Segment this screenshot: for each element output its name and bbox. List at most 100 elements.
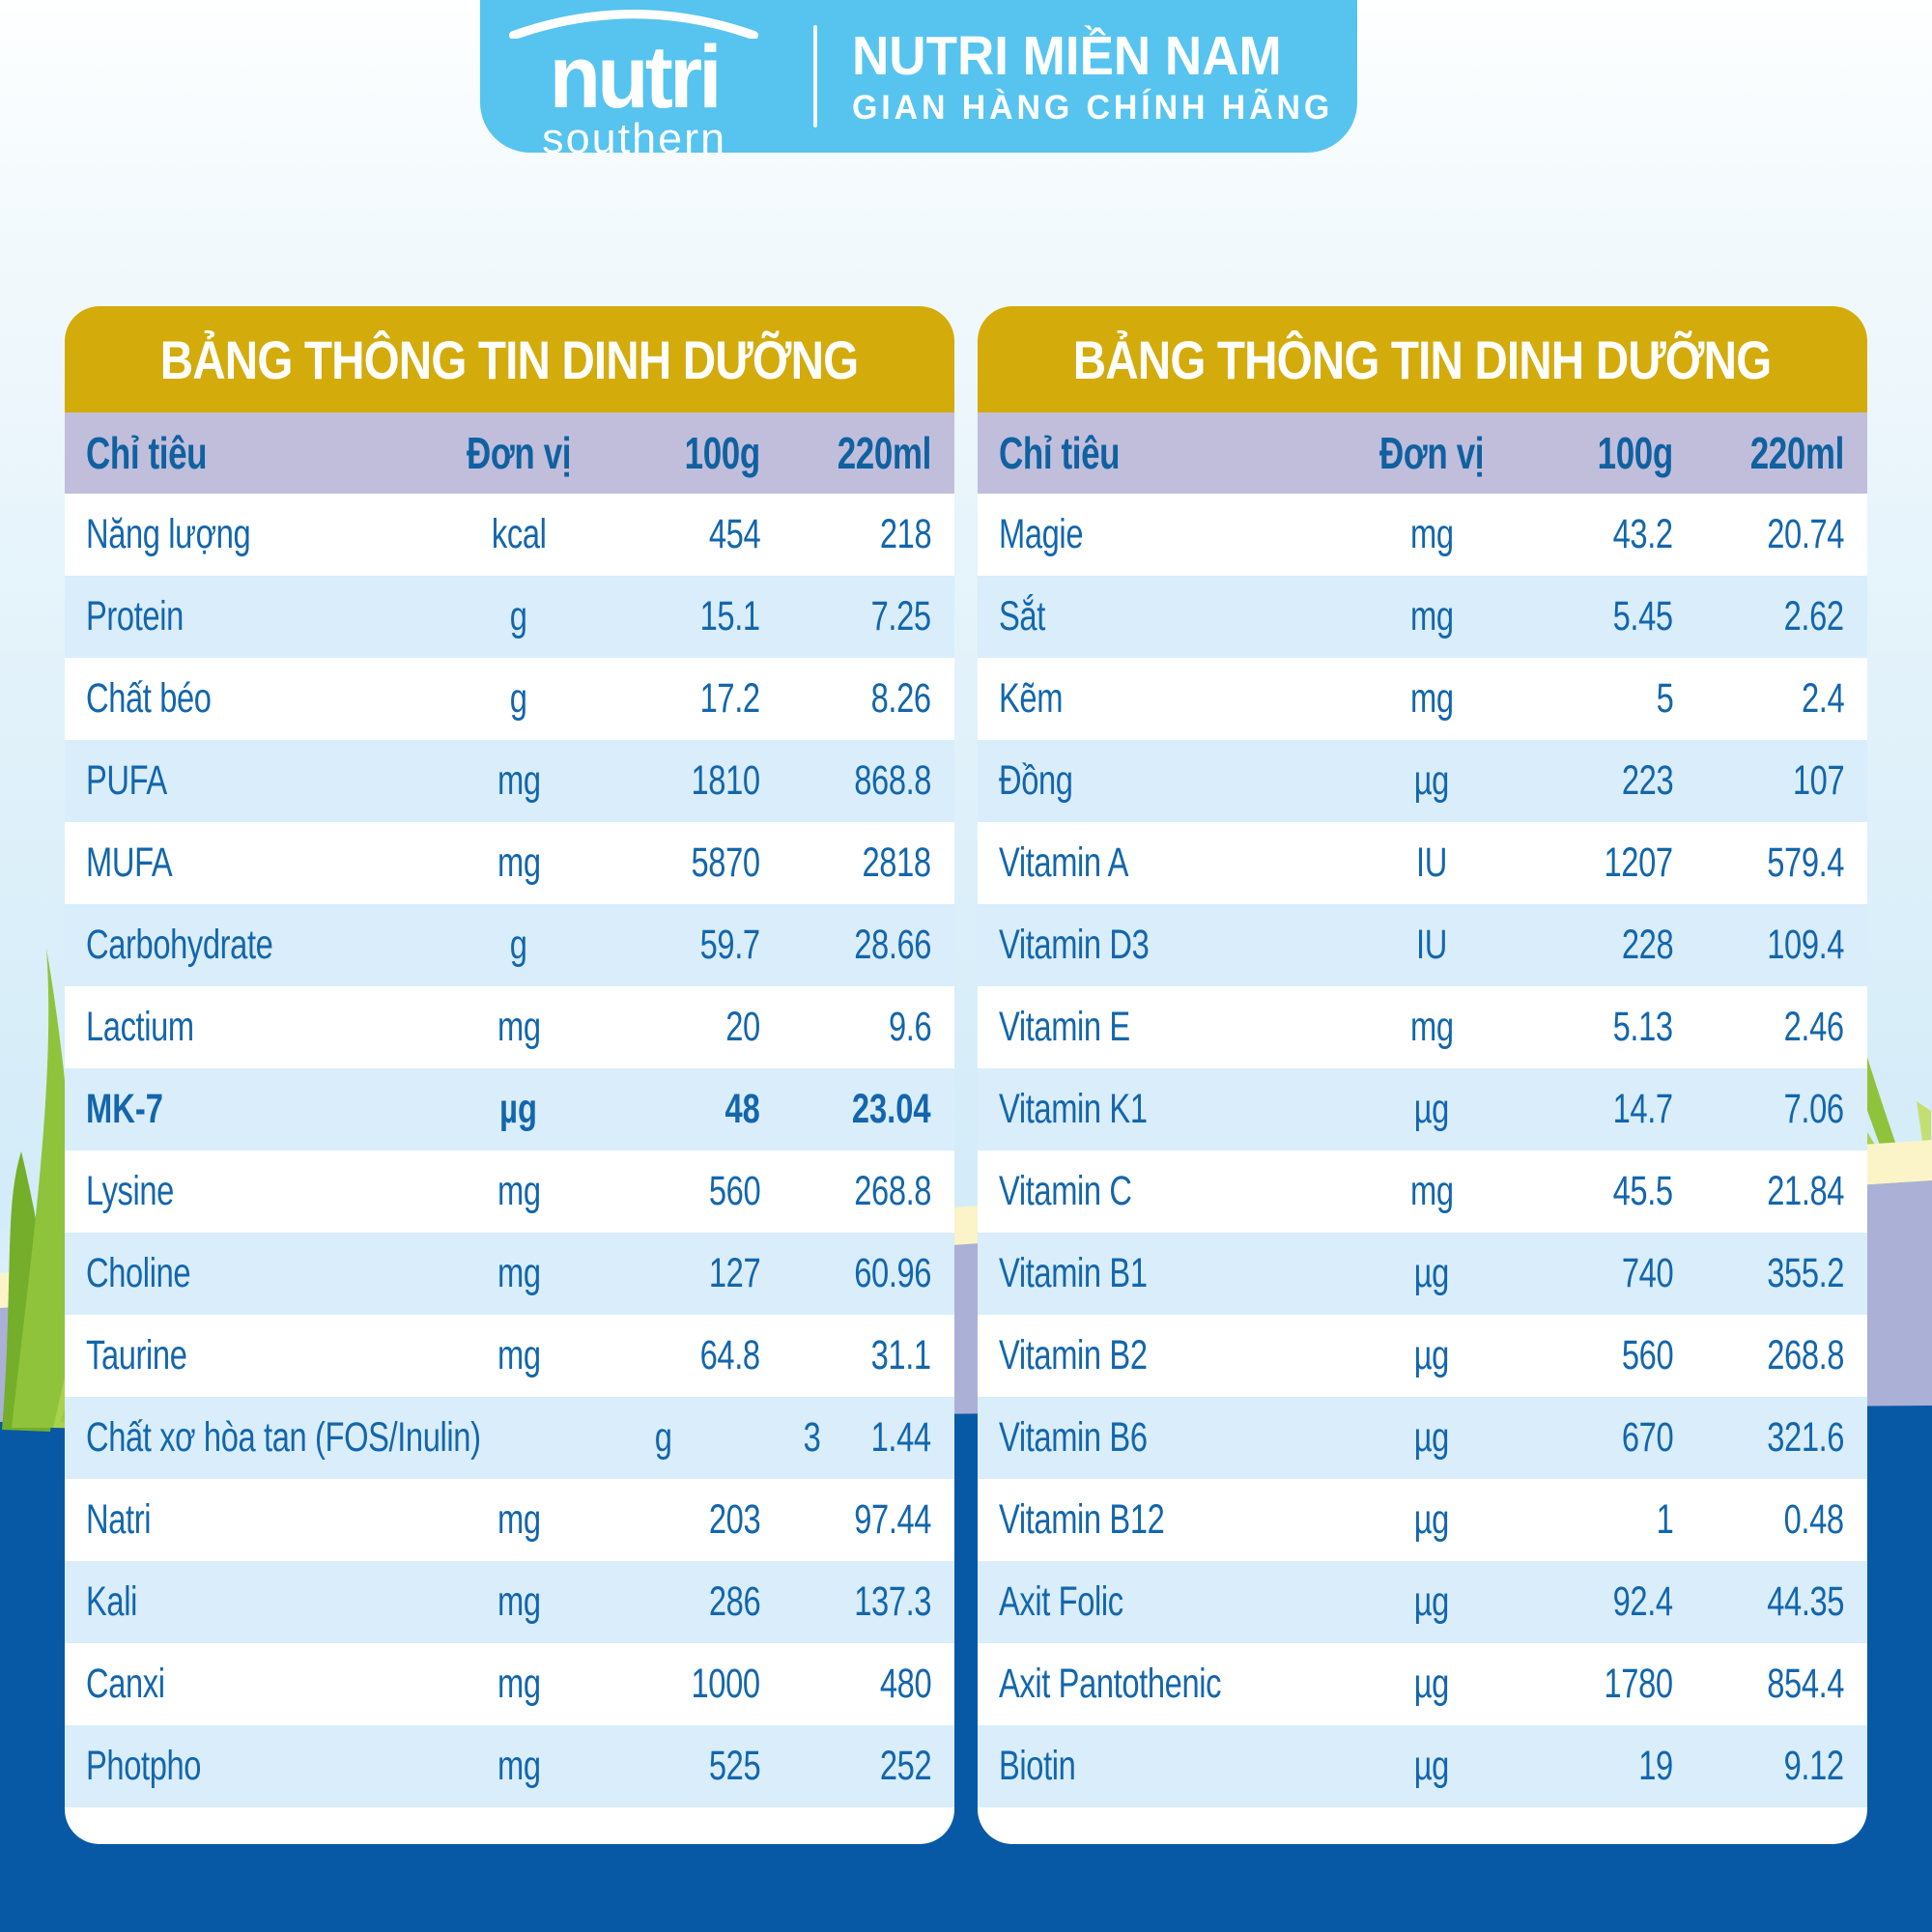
cell-unit: µg xyxy=(1413,1578,1450,1625)
banner-divider xyxy=(813,25,818,128)
cell-unit: µg xyxy=(1413,1250,1450,1296)
cell-v220: 0.48 xyxy=(1783,1496,1844,1543)
cell-label: Chất béo xyxy=(86,675,212,722)
cell-v220: 28.66 xyxy=(854,922,931,968)
cell-v220: 107 xyxy=(1792,757,1845,804)
cell-v220: 2.4 xyxy=(1801,675,1845,722)
cell-v220: 7.25 xyxy=(870,593,931,639)
table-row: Lactium mg 20 9.6 xyxy=(65,986,954,1068)
brand-logo: nutri southern xyxy=(489,0,779,160)
cell-v220: 109.4 xyxy=(1767,922,1844,968)
cell-label: PUFA xyxy=(86,757,167,804)
cell-unit: IU xyxy=(1416,922,1447,968)
cell-unit: mg xyxy=(1409,511,1454,557)
cell-unit: mg xyxy=(497,1661,541,1707)
table-row: Vitamin B2 µg 560 268.8 xyxy=(978,1315,1867,1397)
table-row: Kali mg 286 137.3 xyxy=(65,1561,954,1643)
cell-label: Kẽm xyxy=(999,675,1064,722)
cell-v220: 480 xyxy=(879,1661,932,1707)
table-row: Kẽm mg 5 2.4 xyxy=(978,658,1867,740)
table-row: Đồng µg 223 107 xyxy=(978,740,1867,822)
cell-v220: 9.12 xyxy=(1783,1743,1844,1789)
cell-v100: 560 xyxy=(1621,1332,1674,1378)
cell-v220: 321.6 xyxy=(1767,1414,1844,1461)
table-row: Vitamin C mg 45.5 21.84 xyxy=(978,1151,1867,1233)
cell-v220: 7.06 xyxy=(1783,1086,1844,1132)
cell-v220: 23.04 xyxy=(852,1086,931,1132)
logo-brand-text: nutri xyxy=(549,28,723,127)
cell-unit: IU xyxy=(1416,839,1447,886)
cell-unit: kcal xyxy=(491,511,547,557)
cell-unit: µg xyxy=(1413,757,1450,804)
cell-unit: mg xyxy=(497,1578,541,1625)
cell-v220: 2.46 xyxy=(1783,1004,1844,1050)
table-body: Magie mg 43.2 20.74 Sắt mg 5.45 2.62 Kẽm mg 5 2.4 Đồ… xyxy=(978,494,1867,1807)
cell-unit: mg xyxy=(497,839,541,886)
cell-unit: mg xyxy=(497,1743,541,1789)
cell-v100: 1 xyxy=(1656,1496,1673,1543)
table-row: Chất xơ hòa tan (FOS/Inulin) g 3 1.44 xyxy=(65,1397,954,1479)
cell-label: Canxi xyxy=(86,1661,165,1707)
cell-unit: µg xyxy=(1413,1332,1450,1378)
cell-v100: 17.2 xyxy=(699,675,760,722)
table-row: MK-7 µg 48 23.04 xyxy=(65,1068,954,1151)
cell-unit: g xyxy=(510,922,527,968)
logo-arc-icon xyxy=(509,10,759,39)
table-row: MUFA mg 5870 2818 xyxy=(65,822,954,904)
cell-v220: 268.8 xyxy=(854,1168,931,1214)
column-header-row: Chỉ tiêu Đơn vị 100g 220ml xyxy=(65,412,954,494)
table-row: Năng lượng kcal 454 218 xyxy=(65,494,954,576)
table-row: Protein g 15.1 7.25 xyxy=(65,576,954,658)
cell-label: Axit Pantothenic xyxy=(999,1661,1222,1707)
cell-label: Taurine xyxy=(86,1332,187,1378)
cell-unit: mg xyxy=(497,1168,541,1214)
table-row: Choline mg 127 60.96 xyxy=(65,1233,954,1315)
cell-label: Vitamin E xyxy=(999,1004,1130,1050)
table-row: Photpho mg 525 252 xyxy=(65,1725,954,1807)
cell-label: Vitamin C xyxy=(999,1168,1132,1214)
table-row: PUFA mg 1810 868.8 xyxy=(65,740,954,822)
cell-v220: 579.4 xyxy=(1767,839,1844,886)
cell-label: Natri xyxy=(86,1496,152,1543)
cell-unit: g xyxy=(654,1414,672,1461)
cell-v100: 1000 xyxy=(691,1661,761,1707)
table-row: Sắt mg 5.45 2.62 xyxy=(978,576,1867,658)
cell-v100: 48 xyxy=(724,1086,760,1132)
cell-v220: 9.6 xyxy=(888,1004,932,1050)
cell-v220: 20.74 xyxy=(1767,511,1844,557)
table-row: Vitamin E mg 5.13 2.46 xyxy=(978,986,1867,1068)
cell-v100: 59.7 xyxy=(699,922,760,968)
table-row: Canxi mg 1000 480 xyxy=(65,1643,954,1725)
banner-title: NUTRI MIỀN NAM xyxy=(852,25,1282,88)
cell-v100: 43.2 xyxy=(1612,511,1673,557)
cell-v220: 21.84 xyxy=(1767,1168,1844,1214)
table-row: Chất béo g 17.2 8.26 xyxy=(65,658,954,740)
cell-label: Choline xyxy=(86,1250,191,1296)
cell-v220: 268.8 xyxy=(1767,1332,1844,1378)
cell-unit: mg xyxy=(1409,1168,1454,1214)
cell-unit: µg xyxy=(1413,1743,1450,1789)
cell-v100: 5870 xyxy=(691,839,761,886)
cell-v220: 355.2 xyxy=(1767,1250,1844,1296)
table-row: Vitamin K1 µg 14.7 7.06 xyxy=(978,1068,1867,1151)
table-row: Vitamin D3 IU 228 109.4 xyxy=(978,904,1867,986)
table-row: Taurine mg 64.8 31.1 xyxy=(65,1315,954,1397)
cell-v100: 15.1 xyxy=(699,593,760,639)
cell-unit: mg xyxy=(497,1496,541,1543)
cell-unit: µg xyxy=(1413,1086,1450,1132)
table-row: Vitamin B1 µg 740 355.2 xyxy=(978,1233,1867,1315)
table-row: Vitamin B6 µg 670 321.6 xyxy=(978,1397,1867,1479)
cell-label: MUFA xyxy=(86,839,173,886)
cell-v100: 92.4 xyxy=(1612,1578,1673,1625)
cell-unit: mg xyxy=(497,1004,541,1050)
table-title-text: BẢNG THÔNG TIN DINH DƯỠNG xyxy=(1073,328,1772,390)
banner-subtitle: GIAN HÀNG CHÍNH HÃNG xyxy=(852,88,1334,127)
cell-v100: 1207 xyxy=(1604,839,1674,886)
cell-v100: 5 xyxy=(1656,675,1673,722)
cell-unit: mg xyxy=(1409,1004,1454,1050)
cell-label: Kali xyxy=(86,1578,137,1625)
cell-label: Vitamin B12 xyxy=(999,1496,1165,1543)
cell-v100: 20 xyxy=(725,1004,760,1050)
cell-label: Vitamin A xyxy=(999,839,1129,886)
cell-label: Vitamin B6 xyxy=(999,1414,1148,1461)
